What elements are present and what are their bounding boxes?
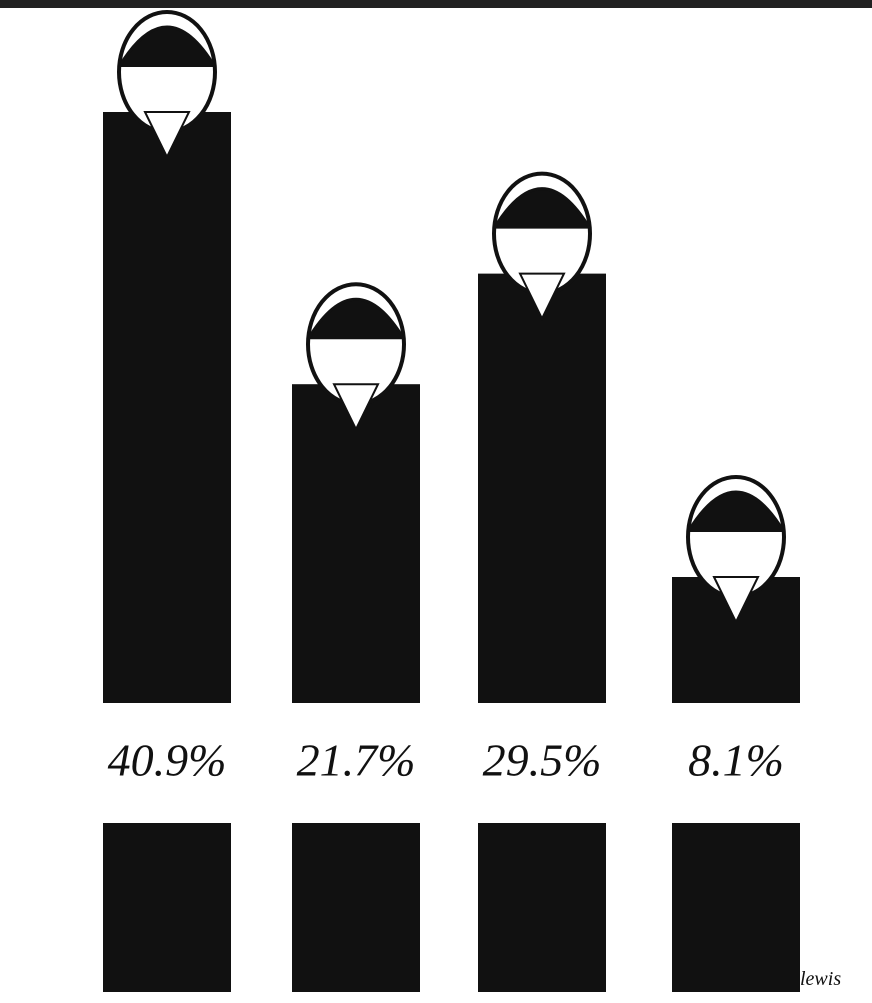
bar <box>292 384 420 992</box>
signature: lewis <box>800 968 841 990</box>
top-strip <box>0 0 872 8</box>
value-label: 29.5% <box>483 735 602 786</box>
bar <box>103 112 231 992</box>
bar <box>478 274 606 992</box>
value-label: 40.9% <box>108 735 227 786</box>
page: {"chart_data": {"type": "bar", "categori… <box>0 0 872 1003</box>
value-label: 8.1% <box>688 735 784 786</box>
chart: 40.9% 21.7% 29.5% 8.1% lewis <box>0 0 872 1003</box>
value-label: 21.7% <box>297 735 416 786</box>
